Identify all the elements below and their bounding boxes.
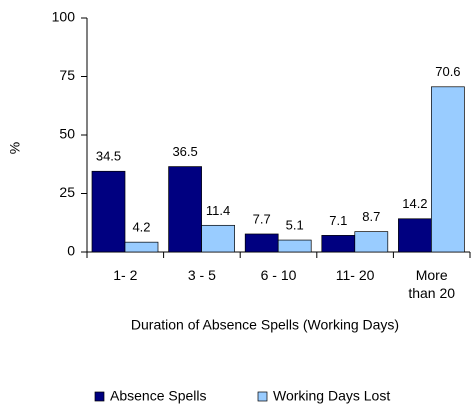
bar [431, 86, 465, 253]
bar [354, 231, 389, 253]
y-tick-label: 25 [59, 184, 75, 200]
value-label: 8.7 [362, 209, 380, 224]
y-tick-label: 100 [52, 9, 76, 25]
value-label: 4.2 [132, 220, 150, 235]
value-label: 70.6 [435, 64, 460, 79]
value-label: 14.2 [402, 196, 427, 211]
x-tick-label: 1- 2 [113, 267, 138, 283]
value-label: 5.1 [286, 218, 304, 233]
y-tick-label: 75 [59, 67, 75, 83]
x-tick-label: 11- 20 [335, 267, 375, 283]
x-tick-label: 6 - 10 [260, 267, 297, 283]
bar [277, 239, 312, 253]
legend-label: Absence Spells [110, 388, 207, 404]
value-label: 7.7 [253, 211, 271, 226]
value-label: 11.4 [206, 203, 230, 218]
x-axis-label: Duration of Absence Spells (Working Days… [131, 317, 399, 333]
bar [321, 235, 356, 253]
bar [244, 233, 279, 253]
legend-label: Working Days Lost [273, 388, 390, 404]
value-label: 34.5 [96, 149, 121, 164]
bar [124, 241, 159, 253]
y-tick-label: 50 [59, 126, 75, 142]
legend-swatch [257, 391, 268, 402]
y-tick-label: 0 [67, 243, 75, 259]
bar [168, 166, 202, 253]
value-label: 36.5 [172, 144, 197, 159]
bar [398, 218, 432, 253]
x-tick-label: 3 - 5 [187, 267, 216, 283]
x-tick-label: More than 20 [408, 267, 456, 301]
bar [91, 170, 126, 253]
y-axis-label: % [7, 142, 23, 154]
value-label: 7.1 [329, 213, 347, 228]
bar [201, 224, 235, 253]
legend-swatch [94, 391, 105, 402]
